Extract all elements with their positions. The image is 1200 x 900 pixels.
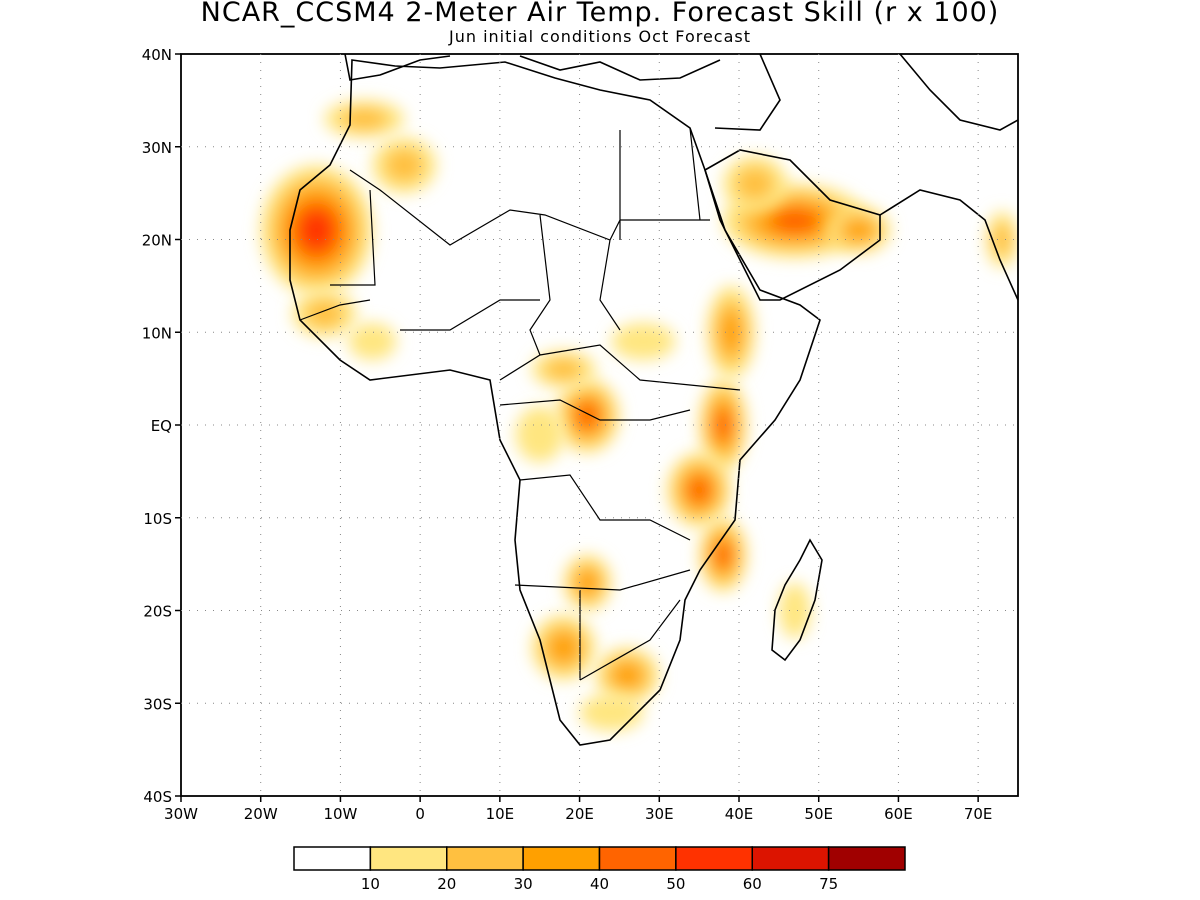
skill-contour [992,222,1012,257]
colorbar-label: 10 [361,875,380,893]
skill-region [778,582,811,639]
lat-tick-label: 20N [142,232,172,250]
colorbar-label: 75 [819,875,838,893]
skill-region [531,350,596,388]
skill-region [986,211,1018,268]
lon-tick-label: 40E [725,805,754,823]
skill-region [292,290,357,337]
skill-contour [735,167,775,201]
skill-contour [385,148,424,182]
colorbar-swatch [522,846,601,871]
colorbar: 10 20 30 40 50 60 75 [293,846,906,893]
skill-contour [549,633,578,662]
skill-contour [305,299,344,328]
lat-tick-label: 20S [143,603,172,621]
skill-region [826,207,891,254]
colorbar-swatch [827,846,906,871]
skill-region [515,406,564,463]
skill-contour [301,212,332,248]
skill-region [667,452,732,528]
skill-contour [515,406,564,463]
skill-region [707,285,755,379]
skill-region [611,322,676,361]
lat-tick-label: 30N [142,139,172,157]
skill-region [579,693,644,732]
skill-region [723,156,787,212]
lon-tick-label: 50E [804,805,833,823]
lon-tick-label: 60E [884,805,913,823]
lat-tick-label: 40N [142,46,172,64]
skill-region [699,517,747,592]
colorbar-swatch [293,846,372,871]
lon-tick-label: 30W [164,805,198,823]
skill-contour [611,322,676,361]
coastlines [289,54,1018,746]
country-borders [299,127,741,681]
lon-tick-label: 0 [415,805,425,823]
africa-coastline [289,59,821,746]
skill-contour [715,409,732,441]
madagascar-coastline [771,538,823,662]
lat-tick-label: 10N [142,324,172,342]
skill-contour [844,220,873,241]
asia-coastline [879,54,1018,301]
figure-title: NCAR_CCSM4 2-Meter Air Temp. Forecast Sk… [200,0,1000,28]
europe-coastline [344,54,781,131]
lon-tick-label: 20W [244,805,278,823]
lat-tick-label: EQ [151,417,172,435]
skill-region [555,378,620,453]
colorbar-swatch [675,846,753,871]
lon-tick-label: 10E [486,805,515,823]
skill-contour [340,107,389,131]
skill-field [260,100,1018,732]
colorbar-label: 40 [590,875,609,893]
arabia-coastline [704,149,881,301]
skill-contour [715,542,732,568]
skill-region [324,100,405,138]
skill-contour [688,477,710,503]
skill-contour [544,358,583,381]
skill-contour [579,693,644,732]
skill-contour [720,312,742,353]
skill-contour [778,582,811,639]
lon-tick-label: 70E [964,805,993,823]
skill-contour [613,663,642,688]
colorbar-swatch [369,846,448,871]
colorbar-swatch [598,846,677,871]
colorbar-label: 20 [437,875,456,893]
colorbar-label: 50 [666,875,685,893]
skill-region [372,137,437,194]
skill-region [348,322,397,361]
colorbar-label: 60 [743,875,762,893]
figure-subtitle: Jun initial conditions Oct Forecast [448,27,752,46]
lon-tick-label: 20E [565,805,594,823]
skill-contour [770,208,819,234]
lat-tick-label: 40S [143,788,172,806]
skill-region [699,378,747,472]
colorbar-swatch [751,846,830,871]
lon-tick-label: 30E [645,805,674,823]
skill-contour [576,403,599,429]
skill-region [260,165,373,296]
skill-region [563,554,612,611]
lat-tick-label: 10S [143,510,172,528]
skill-contour [348,322,397,361]
colorbar-swatch [446,846,524,871]
lat-tick-label: 30S [143,695,172,713]
colorbar-label: 30 [514,875,533,893]
lon-tick-label: 10W [323,805,357,823]
